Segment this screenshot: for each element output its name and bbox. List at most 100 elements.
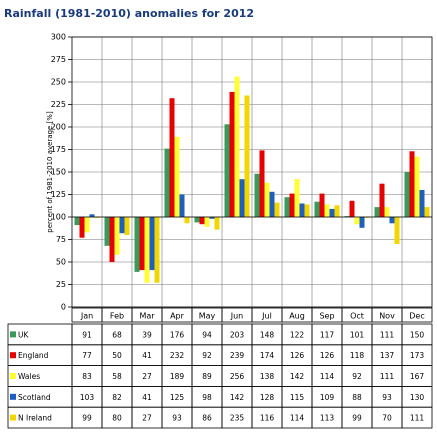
bar xyxy=(299,203,305,217)
legend-label: N Ireland xyxy=(18,414,52,423)
legend-swatch xyxy=(10,352,16,359)
table-value: 39 xyxy=(142,330,152,339)
x-tick-label: Oct xyxy=(350,312,364,321)
table-value: 70 xyxy=(382,414,392,423)
bar xyxy=(109,217,115,262)
legend-label: UK xyxy=(18,330,29,339)
table-value: 239 xyxy=(230,351,245,360)
table-value: 93 xyxy=(382,393,392,402)
x-tick-label: Jan xyxy=(80,312,93,321)
table-value: 122 xyxy=(290,330,305,339)
bar xyxy=(114,217,120,255)
bar xyxy=(229,91,235,217)
bar xyxy=(359,217,365,228)
bar xyxy=(374,207,380,217)
table-value: 142 xyxy=(290,372,305,381)
bar xyxy=(224,124,230,217)
bar xyxy=(394,217,400,244)
bar xyxy=(304,204,310,217)
table-value: 256 xyxy=(230,372,245,381)
table-cell xyxy=(401,307,433,323)
table-value: 86 xyxy=(202,414,212,423)
bar xyxy=(409,151,415,217)
table-value: 235 xyxy=(230,414,245,423)
bar xyxy=(264,182,270,217)
bar xyxy=(124,217,130,235)
bar xyxy=(379,183,385,217)
bar xyxy=(209,217,215,219)
bar xyxy=(169,98,175,217)
bar xyxy=(349,200,355,217)
table-value: 109 xyxy=(320,393,335,402)
y-tick-label: 175 xyxy=(51,145,66,154)
legend-label: Wales xyxy=(18,372,40,381)
bar xyxy=(144,217,150,283)
bar xyxy=(194,217,200,223)
bar xyxy=(84,217,90,233)
x-tick-label: Aug xyxy=(289,312,305,321)
table-value: 130 xyxy=(410,393,425,402)
bar xyxy=(274,202,280,217)
bar xyxy=(319,193,325,217)
table-value: 114 xyxy=(320,372,335,381)
x-tick-label: Sep xyxy=(319,312,334,321)
table-value: 77 xyxy=(82,351,92,360)
x-tick-label: Nov xyxy=(379,312,395,321)
table-cell xyxy=(401,406,433,429)
table-value: 98 xyxy=(202,393,212,402)
legend-swatch xyxy=(10,393,16,400)
y-tick-label: 150 xyxy=(51,168,66,177)
x-tick-label: Jul xyxy=(261,312,272,321)
y-tick-label: 300 xyxy=(51,33,66,42)
chart-title: Rainfall (1981-2010) anomalies for 2012 xyxy=(4,7,254,20)
bar xyxy=(384,207,390,217)
bar xyxy=(89,214,95,217)
bar xyxy=(414,156,420,217)
bar xyxy=(294,179,300,217)
bar xyxy=(259,150,265,217)
legend-swatch xyxy=(10,414,16,421)
bar xyxy=(79,217,85,238)
table-value: 99 xyxy=(82,414,92,423)
bar xyxy=(74,217,80,226)
bar xyxy=(204,217,210,227)
y-tick-label: 125 xyxy=(51,190,66,199)
table-value: 114 xyxy=(290,414,305,423)
table-value: 103 xyxy=(80,393,95,402)
y-tick-label: 200 xyxy=(51,123,66,132)
bar xyxy=(284,197,290,217)
bar xyxy=(244,95,250,217)
bar xyxy=(184,217,190,224)
table-value: 126 xyxy=(290,351,305,360)
table-value: 27 xyxy=(142,414,152,423)
table-value: 82 xyxy=(112,393,122,402)
bar xyxy=(269,191,275,217)
table-value: 117 xyxy=(320,330,335,339)
table-value: 232 xyxy=(170,351,185,360)
bar xyxy=(344,216,350,217)
table-value: 27 xyxy=(142,372,152,381)
table-value: 113 xyxy=(320,414,335,423)
table-value: 111 xyxy=(380,330,395,339)
y-tick-label: 0 xyxy=(61,303,66,312)
bar xyxy=(164,148,170,217)
table-value: 203 xyxy=(230,330,245,339)
table-value: 83 xyxy=(82,372,92,381)
bar xyxy=(324,204,330,217)
table-value: 115 xyxy=(290,393,305,402)
table-value: 101 xyxy=(350,330,365,339)
bar xyxy=(424,207,430,217)
bar xyxy=(174,136,180,217)
bar xyxy=(179,194,185,217)
bar xyxy=(149,217,155,271)
table-value: 116 xyxy=(260,414,275,423)
bar xyxy=(334,205,340,217)
bar xyxy=(314,201,320,217)
table-value: 94 xyxy=(202,330,212,339)
bar xyxy=(419,190,425,217)
table-value: 91 xyxy=(82,330,92,339)
y-tick-label: 75 xyxy=(56,235,66,244)
bar xyxy=(214,217,220,230)
table-value: 111 xyxy=(380,372,395,381)
